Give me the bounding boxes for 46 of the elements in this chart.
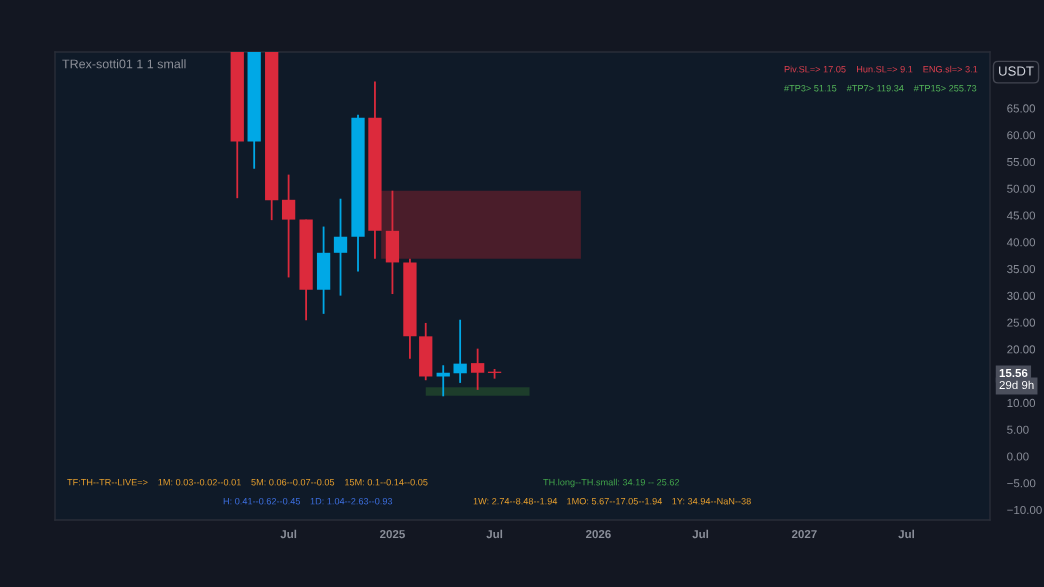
x-tick-label: Jul xyxy=(898,529,914,539)
x-tick-label: 2027 xyxy=(791,530,817,539)
y-tick-label: 30.00 xyxy=(1007,291,1036,300)
annotation: TH.long--TH.small: 34.19 -- 25.62 xyxy=(543,478,680,488)
y-tick-label: 5.00 xyxy=(1007,425,1029,434)
x-tick-label: Jul xyxy=(692,529,709,539)
annotation: 1M: 0.03--0.02--0.01 xyxy=(158,478,241,486)
y-tick-label: −5.00 xyxy=(1007,479,1036,488)
candlestick xyxy=(281,173,296,279)
annotation: 1D: 1.04--2.63--0.93 xyxy=(310,497,393,505)
y-tick-label: 65.00 xyxy=(1007,104,1036,113)
annotation: TF:TH--TR--LIVE=> xyxy=(67,479,148,486)
y-tick-label: 35.00 xyxy=(1007,264,1036,274)
annotation: ENG.sl=> 3.1 xyxy=(923,65,978,73)
y-tick-label: 60.00 xyxy=(1007,131,1036,140)
annotation: #TP3> 51.15 xyxy=(784,84,837,92)
annotation: 1Y: 34.94--NaN--38 xyxy=(672,497,751,505)
candlestick xyxy=(333,197,348,297)
x-tick-label: Jul xyxy=(486,529,503,539)
y-tick-label: 45.00 xyxy=(1006,211,1036,220)
annotation: 1W: 2.74--8.48--1.94 xyxy=(473,497,558,505)
y-axis-title: USDT xyxy=(999,66,1034,76)
y-tick-label: −10.00 xyxy=(1007,505,1042,515)
y-tick-label: 10.00 xyxy=(1007,398,1036,408)
annotation: Piv.SL=> 17.05 xyxy=(784,65,846,73)
annotation: #TP15> 255.73 xyxy=(913,84,977,92)
candlestick xyxy=(470,347,485,391)
annotation: Hun.SL=> 9.1 xyxy=(857,65,913,73)
y-tick-label: 50.00 xyxy=(1007,184,1036,193)
x-tick-label: 2026 xyxy=(585,530,611,539)
text: 15.56 xyxy=(999,368,1028,378)
chart-title: TRex-sotti01 1 1 small xyxy=(62,59,186,69)
annotation: H: 0.41--0.62--0.45 xyxy=(223,497,301,505)
annotation: #TP7> 119.34 xyxy=(846,84,904,92)
y-tick-label: 0.00 xyxy=(1007,452,1029,461)
x-tick-label: Jul xyxy=(280,529,297,539)
candlestick xyxy=(453,318,467,384)
y-tick-label: 55.00 xyxy=(1007,157,1036,167)
annotation: 15M: 0.1--0.14--0.05 xyxy=(345,478,428,486)
x-tick-label: 2025 xyxy=(380,530,405,539)
y-tick-label: 25.00 xyxy=(1007,318,1036,327)
annotation: 1MO: 5.67--17.05--1.94 xyxy=(567,497,663,505)
annotation: 5M: 0.06--0.07--0.05 xyxy=(251,478,335,486)
text: 29d 9h xyxy=(999,380,1034,390)
y-tick-label: 20.00 xyxy=(1007,345,1036,354)
y-tick-label: 40.00 xyxy=(1006,238,1036,247)
